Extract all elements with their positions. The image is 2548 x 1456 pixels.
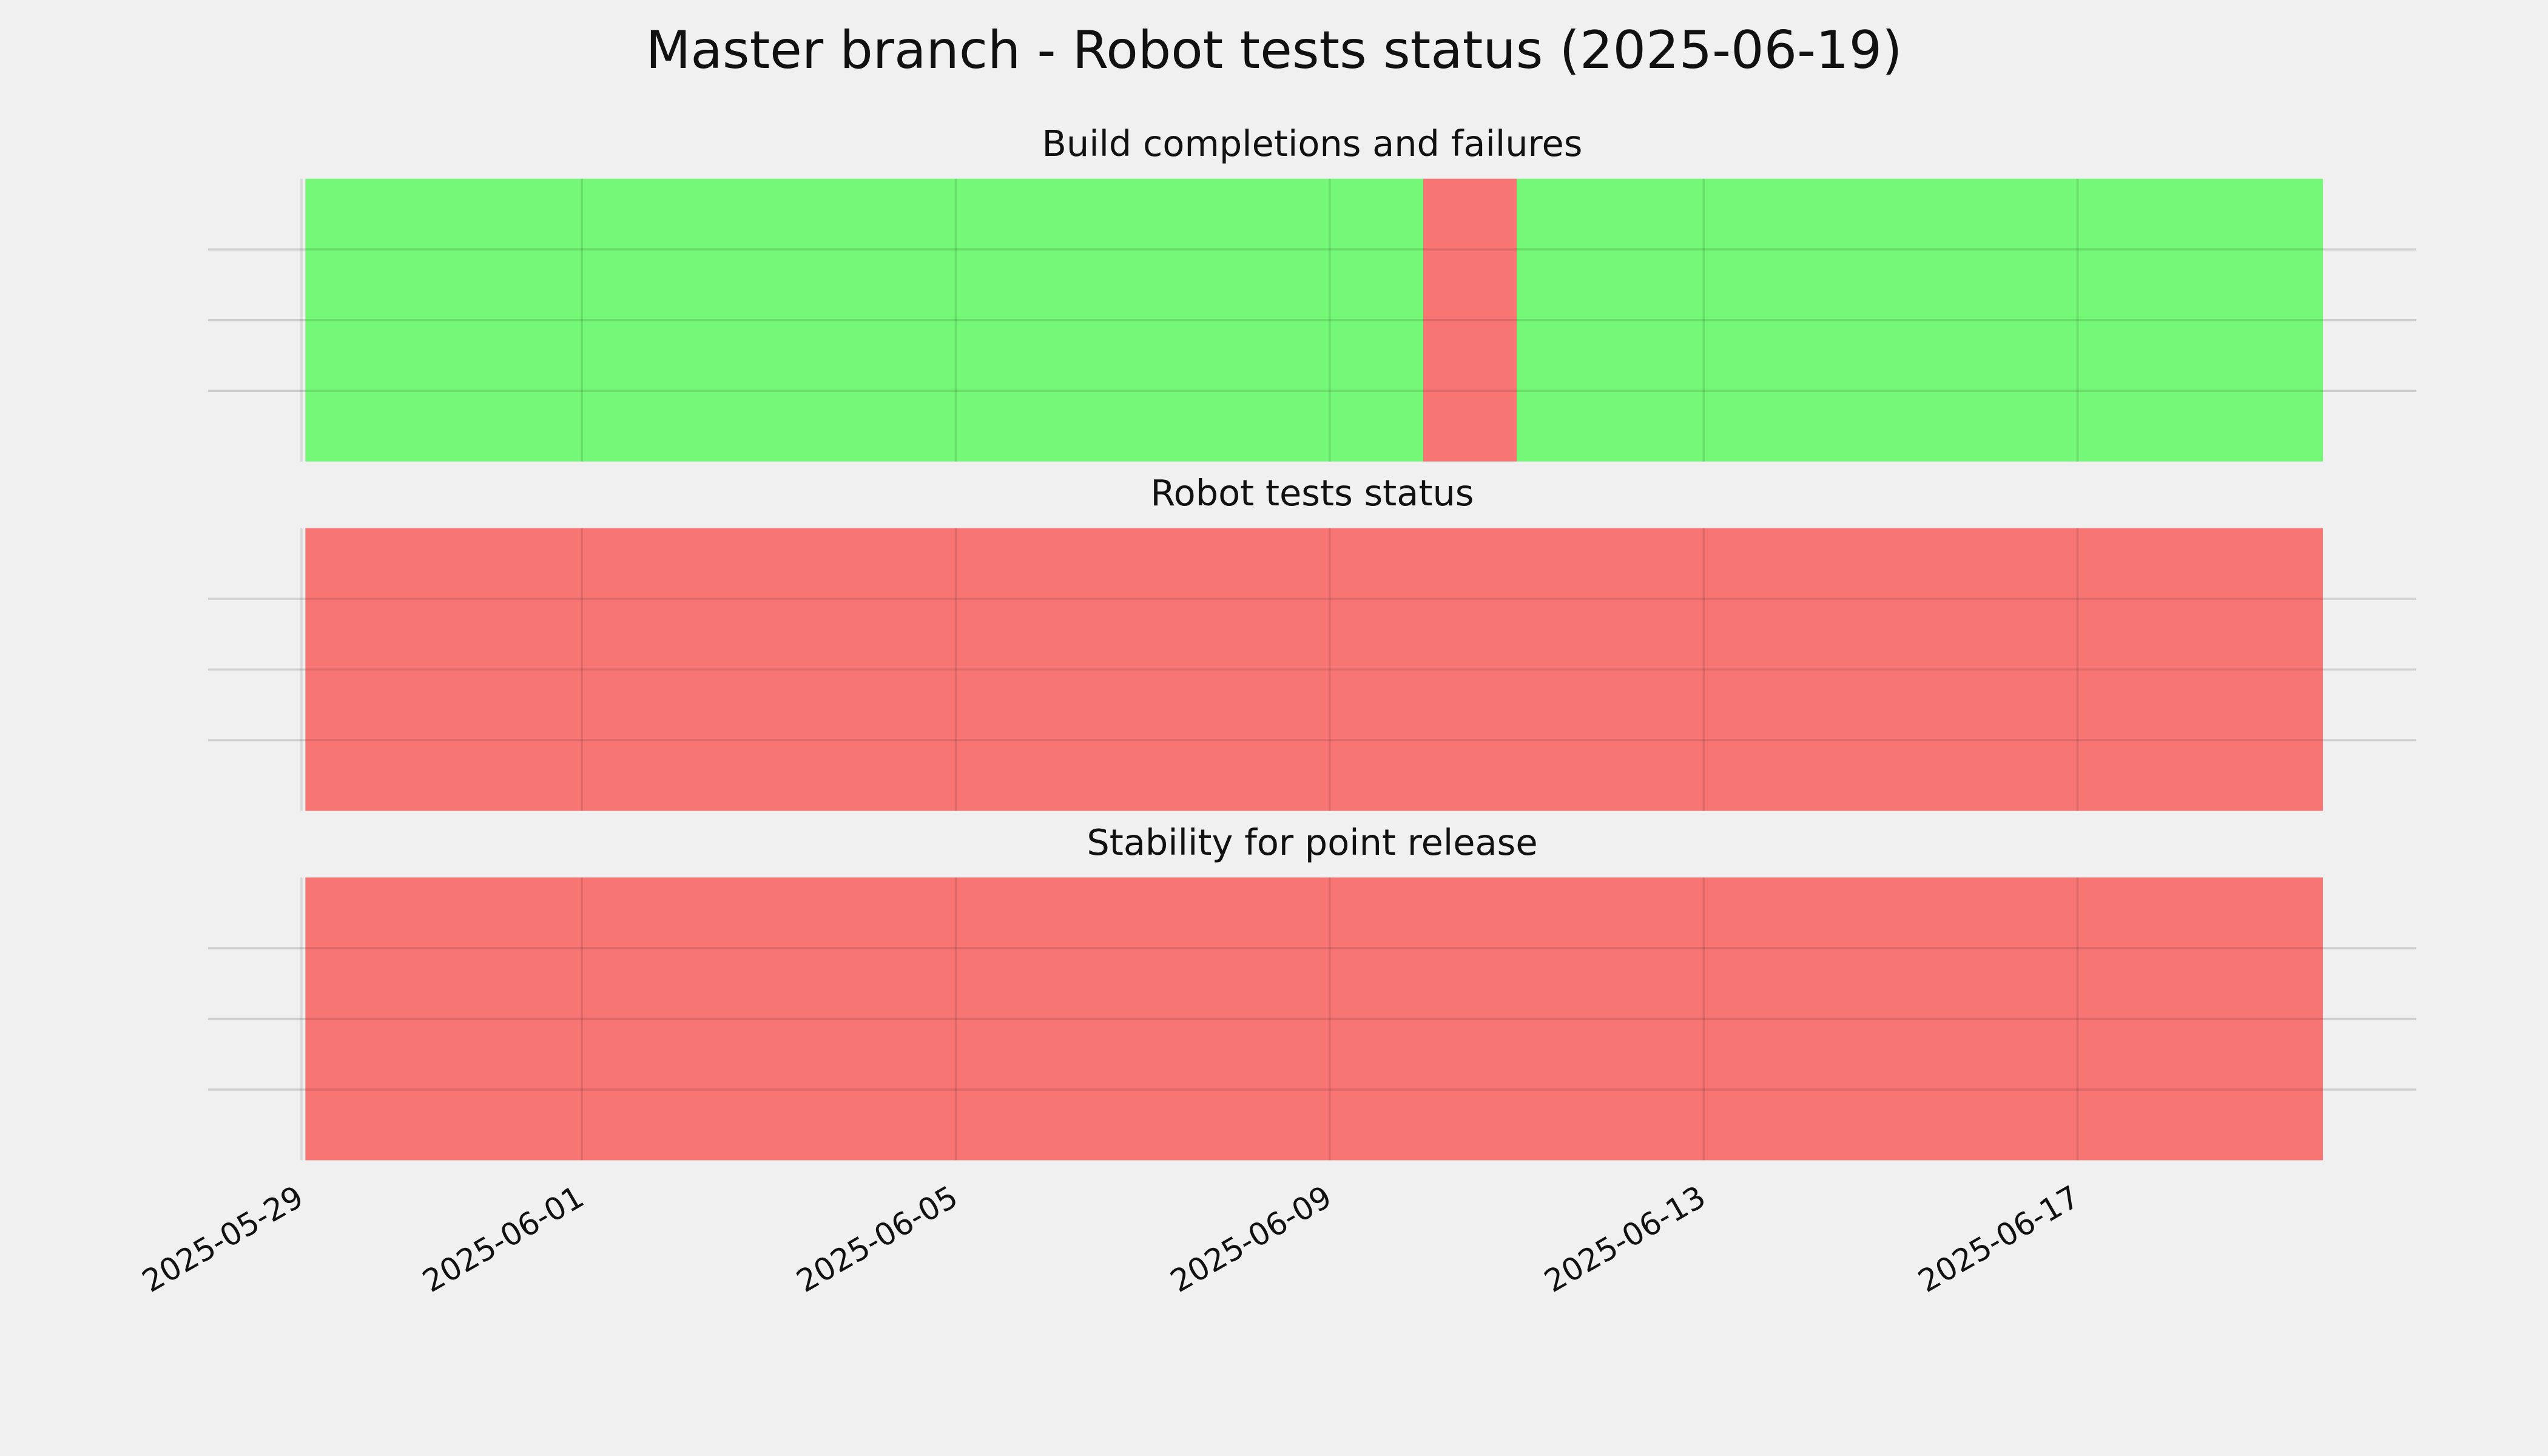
status-segment (305, 178, 1423, 462)
x-tick-label: 2025-06-01 (417, 1179, 590, 1300)
x-tick-label: 2025-06-05 (790, 1179, 964, 1300)
status-segment (1423, 178, 1517, 462)
x-tick-label: 2025-06-17 (1912, 1179, 2086, 1300)
panel-title: Stability for point release (1087, 821, 1537, 863)
panel-title: Robot tests status (1150, 472, 1474, 514)
status-segment (305, 528, 2323, 811)
status-segment (1517, 178, 2323, 462)
chart-title: Master branch - Robot tests status (2025… (645, 20, 1902, 81)
status-segment (305, 877, 2323, 1161)
x-tick-label: 2025-06-09 (1165, 1179, 1338, 1300)
panel-title: Build completions and failures (1042, 123, 1582, 164)
x-tick-label: 2025-06-13 (1539, 1179, 1712, 1300)
x-tick-label: 2025-05-29 (136, 1179, 310, 1300)
